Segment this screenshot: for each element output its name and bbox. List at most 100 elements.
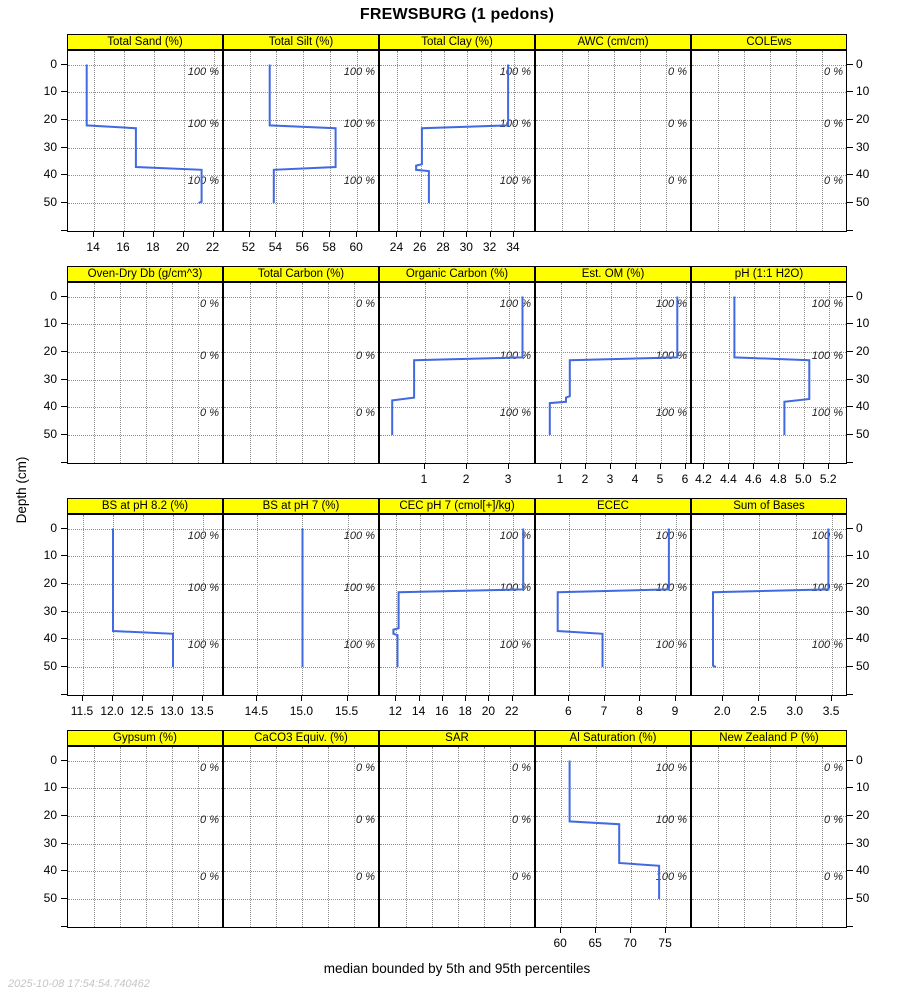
depth-tick-label-left: 0 [50, 288, 57, 303]
depth-tick-label-left: 0 [50, 56, 57, 71]
x-axis-tick [639, 696, 641, 701]
x-axis-tick-label: 54 [268, 240, 283, 254]
depth-tick-right [847, 555, 853, 557]
grid-h-line [224, 203, 378, 204]
timestamp: 2025-10-08 17:54:54.740462 [8, 978, 150, 990]
grid-h-line [692, 556, 846, 558]
grid-v-line [213, 51, 215, 231]
depth-tick-right [847, 898, 853, 899]
x-axis-tick [660, 464, 661, 469]
x-axis-tick-label: 26 [413, 240, 427, 254]
depth-tick-left [61, 814, 67, 816]
depth-tick-left [61, 787, 67, 789]
depth-tick-right [847, 582, 853, 584]
panel-strip-oven-dry-db: Oven-Dry Db (g/cm^3) [67, 266, 223, 282]
grid-h-line [692, 119, 846, 121]
grid-v-line [744, 747, 745, 927]
depth-tick-label-right: 40 [856, 863, 870, 878]
x-axis-tick-label: 5.2 [819, 472, 837, 486]
x-axis-tick [778, 464, 780, 469]
x-axis-tick-label: 4.6 [745, 472, 762, 486]
figure-caption: median bounded by 5th and 95th percentil… [323, 961, 591, 976]
contributing-fraction-label: 100 % [499, 639, 531, 652]
grid-v-line [796, 51, 797, 231]
grid-h-line [224, 351, 378, 353]
x-axis-tick-label: 34 [506, 240, 520, 254]
grid-h-line [380, 203, 534, 204]
panel-strip-total-silt: Total Silt (%) [223, 34, 379, 50]
contributing-fraction-label: 0 % [824, 813, 843, 826]
depth-tick-label-right: 20 [856, 111, 870, 126]
depth-tick-label-right: 50 [856, 195, 870, 209]
x-axis-tick [560, 464, 561, 469]
grid-h-line [536, 788, 690, 790]
depth-tick-label-right: 30 [856, 603, 870, 618]
depth-tick-right [847, 925, 853, 927]
contributing-fraction-label: 0 % [512, 813, 531, 826]
contributing-fraction-label: 100 % [811, 530, 843, 543]
x-axis-tick-label: 12.5 [130, 704, 154, 718]
x-axis-tick [803, 464, 805, 469]
grid-h-line [224, 871, 378, 873]
depth-tick-label-right: 0 [856, 56, 863, 71]
grid-h-line [692, 788, 846, 790]
grid-h-line [536, 556, 690, 558]
depth-tick-right [847, 666, 853, 667]
x-axis-tick-label: 65 [588, 936, 602, 950]
grid-h-line [380, 926, 534, 927]
depth-tick-right [847, 787, 853, 789]
x-axis-tick-label: 9 [671, 704, 679, 718]
grid-v-line [172, 747, 173, 927]
grid-h-line [68, 871, 222, 873]
x-axis-tick [466, 232, 468, 237]
depth-tick-label-right: 30 [856, 139, 870, 154]
contributing-fraction-label: 100 % [499, 530, 531, 543]
contributing-fraction-label: 100 % [343, 530, 375, 543]
grid-h-line [68, 611, 222, 613]
x-axis-tick [568, 696, 570, 701]
x-axis-tick [395, 696, 397, 701]
x-axis-tick-label: 24 [389, 240, 404, 254]
page-title: FREWSBURG (1 pedons) [359, 6, 555, 23]
panel-bs-ph-8-2: 100 % 100 % 100 % [67, 514, 223, 696]
contributing-fraction-label: 0 % [824, 175, 843, 188]
contributing-fraction-label: 0 % [668, 117, 687, 130]
x-axis-tick [489, 232, 491, 237]
x-axis-tick [488, 696, 490, 701]
grid-h-line [224, 788, 378, 790]
depth-tick-left [61, 759, 67, 761]
depth-tick-left [61, 118, 67, 120]
panel-strip-total-clay: Total Clay (%) [379, 34, 535, 50]
grid-h-line [68, 435, 222, 436]
grid-h-line [224, 583, 378, 585]
grid-v-line [510, 747, 511, 927]
grid-v-line [770, 747, 771, 927]
grid-h-line [380, 667, 534, 668]
depth-tick-label-left: 50 [43, 891, 57, 905]
grid-h-line [692, 175, 846, 177]
contributing-fraction-label: 0 % [512, 871, 531, 884]
grid-v-line [203, 515, 204, 695]
contributing-fraction-label: 100 % [499, 66, 531, 79]
contributing-fraction-label: 100 % [655, 349, 687, 362]
contributing-fraction-label: 0 % [200, 349, 219, 362]
x-axis-tick-label: 8 [636, 704, 643, 718]
panel-total-silt: 100 % 100 % 100 % [223, 50, 379, 232]
grid-v-line [406, 747, 407, 927]
grid-v-line [146, 747, 147, 927]
grid-h-line [380, 694, 534, 695]
panel-strip-sum-of-bases: Sum of Bases [691, 498, 847, 514]
panel-strip-gypsum: Gypsum (%) [67, 730, 223, 746]
grid-v-line [120, 747, 121, 927]
grid-h-line [68, 667, 222, 668]
depth-tick-left [61, 295, 67, 297]
depth-tick-right [847, 174, 853, 176]
depth-tick-left [61, 638, 67, 640]
grid-h-line [224, 843, 378, 845]
x-axis-tick-label: 16 [435, 704, 449, 718]
x-axis-tick [122, 232, 124, 237]
x-axis-tick-label: 3.5 [822, 704, 840, 718]
depth-tick-label-left: 30 [43, 371, 57, 386]
depth-tick-label-left: 10 [43, 84, 57, 99]
grid-h-line [380, 379, 534, 381]
